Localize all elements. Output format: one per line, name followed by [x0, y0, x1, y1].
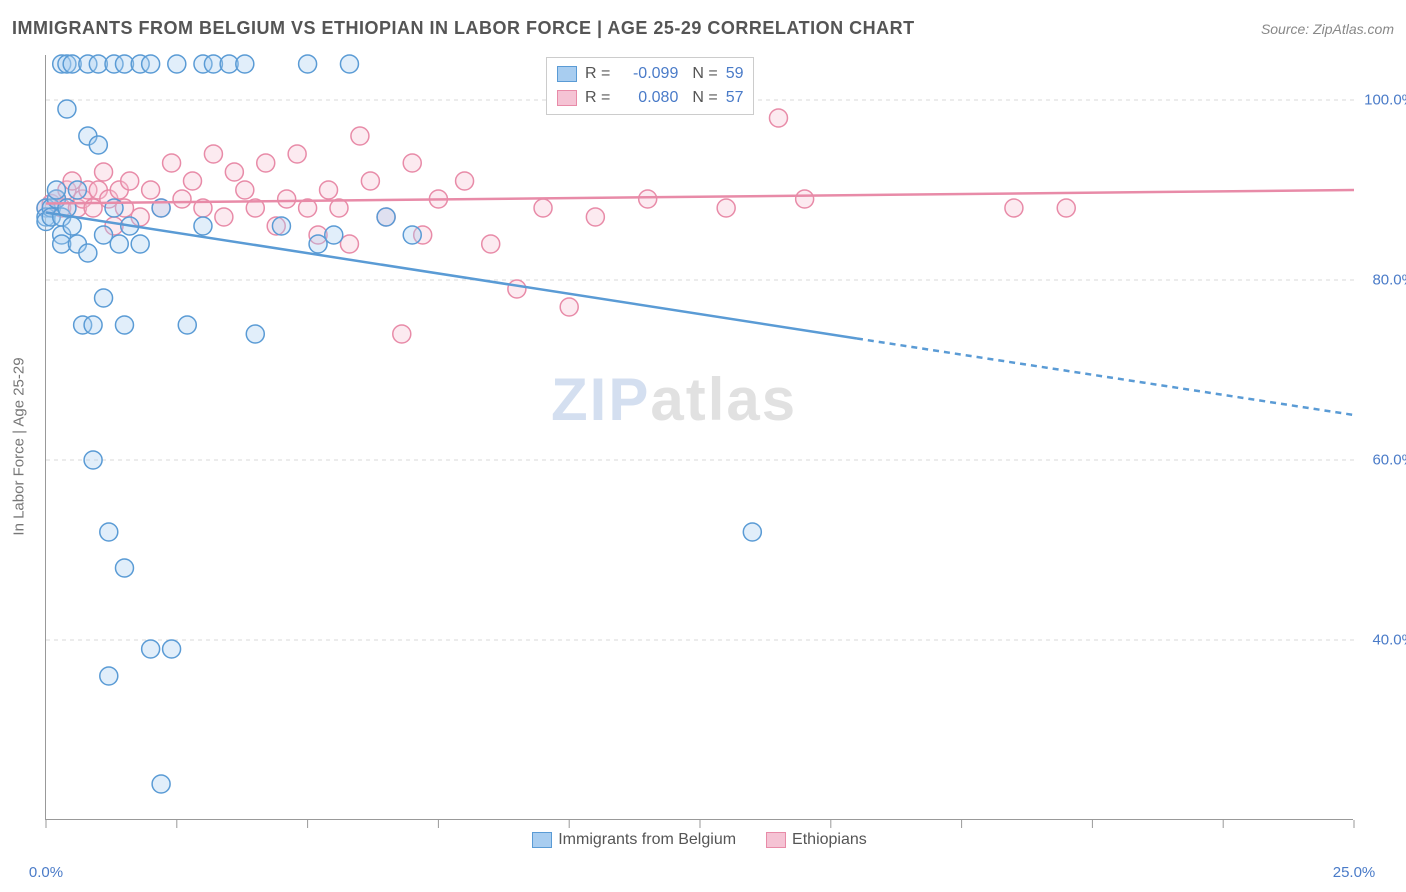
stats-legend: R = -0.099 N = 59 R = 0.080 N = 57: [546, 57, 754, 115]
legend-label-belgium: Immigrants from Belgium: [558, 831, 736, 849]
y-tick-label: 40.0%: [1355, 632, 1406, 649]
chart-title: IMMIGRANTS FROM BELGIUM VS ETHIOPIAN IN …: [12, 18, 915, 39]
ethiopians-point: [163, 154, 181, 172]
legend-item-ethiopians: Ethiopians: [766, 831, 867, 849]
belgium-point: [168, 55, 186, 73]
ethiopians-point: [173, 190, 191, 208]
x-tick-label: 0.0%: [29, 864, 63, 881]
header: IMMIGRANTS FROM BELGIUM VS ETHIOPIAN IN …: [12, 18, 1394, 39]
belgium-point: [100, 523, 118, 541]
y-axis-label-wrap: In Labor Force | Age 25-29: [4, 0, 34, 892]
source-attribution: Source: ZipAtlas.com: [1261, 21, 1394, 37]
r-label: R =: [585, 65, 610, 83]
ethiopians-point: [278, 190, 296, 208]
n-label: N =: [692, 65, 717, 83]
ethiopians-point: [1005, 199, 1023, 217]
series-legend: Immigrants from Belgium Ethiopians: [46, 831, 1353, 849]
belgium-point: [84, 451, 102, 469]
belgium-point: [89, 136, 107, 154]
ethiopians-point: [796, 190, 814, 208]
ethiopians-point: [560, 298, 578, 316]
belgium-point: [325, 226, 343, 244]
belgium-point: [236, 55, 254, 73]
n-value-belgium: 59: [726, 65, 744, 83]
ethiopians-point: [257, 154, 275, 172]
ethiopians-point: [351, 127, 369, 145]
ethiopians-point: [340, 235, 358, 253]
belgium-point: [58, 100, 76, 118]
belgium-point: [340, 55, 358, 73]
r-value-belgium: -0.099: [618, 65, 678, 83]
n-value-ethiopians: 57: [726, 89, 744, 107]
stats-row-ethiopians: R = 0.080 N = 57: [557, 86, 743, 110]
y-tick-label: 100.0%: [1355, 92, 1406, 109]
y-axis-label: In Labor Force | Age 25-29: [11, 357, 28, 535]
belgium-point: [84, 316, 102, 334]
legend-item-belgium: Immigrants from Belgium: [532, 831, 736, 849]
stats-row-belgium: R = -0.099 N = 59: [557, 62, 743, 86]
belgium-point: [95, 226, 113, 244]
ethiopians-point: [183, 172, 201, 190]
chart-svg: [46, 55, 1354, 820]
belgium-point: [178, 316, 196, 334]
ethiopians-point: [288, 145, 306, 163]
y-tick-label: 80.0%: [1355, 272, 1406, 289]
belgium-point: [68, 181, 86, 199]
belgium-point: [163, 640, 181, 658]
belgium-point: [194, 217, 212, 235]
legend-label-ethiopians: Ethiopians: [792, 831, 867, 849]
y-tick-label: 60.0%: [1355, 452, 1406, 469]
belgium-point: [272, 217, 290, 235]
swatch-belgium: [532, 832, 552, 848]
ethiopians-point: [236, 181, 254, 199]
belgium-point: [309, 235, 327, 253]
ethiopians-point: [225, 163, 243, 181]
belgium-point: [142, 55, 160, 73]
ethiopians-point: [361, 172, 379, 190]
belgium-point: [115, 559, 133, 577]
ethiopians-point: [508, 280, 526, 298]
ethiopians-point: [534, 199, 552, 217]
swatch-ethiopians: [557, 90, 577, 106]
ethiopians-point: [95, 163, 113, 181]
belgium-point: [110, 235, 128, 253]
belgium-point: [47, 181, 65, 199]
belgium-point: [152, 775, 170, 793]
r-value-ethiopians: 0.080: [618, 89, 678, 107]
r-label: R =: [585, 89, 610, 107]
ethiopians-point: [769, 109, 787, 127]
plot-area: ZIPatlas R = -0.099 N = 59 R = 0.080 N =…: [45, 55, 1353, 820]
ethiopians-point: [456, 172, 474, 190]
ethiopians-point: [717, 199, 735, 217]
n-label: N =: [692, 89, 717, 107]
ethiopians-point: [393, 325, 411, 343]
ethiopians-point: [482, 235, 500, 253]
ethiopians-point: [320, 181, 338, 199]
ethiopians-point: [586, 208, 604, 226]
belgium-point: [79, 244, 97, 262]
belgium-point: [115, 316, 133, 334]
belgium-point: [131, 235, 149, 253]
belgium-point: [142, 640, 160, 658]
ethiopians-point: [142, 181, 160, 199]
belgium-point: [246, 325, 264, 343]
belgium-point: [743, 523, 761, 541]
ethiopians-point: [1057, 199, 1075, 217]
belgium-point: [403, 226, 421, 244]
belgium-point: [299, 55, 317, 73]
chart-page: IMMIGRANTS FROM BELGIUM VS ETHIOPIAN IN …: [0, 0, 1406, 892]
swatch-belgium: [557, 66, 577, 82]
belgium-point: [95, 289, 113, 307]
ethiopians-point: [639, 190, 657, 208]
ethiopians-point: [403, 154, 421, 172]
x-tick-label: 25.0%: [1333, 864, 1376, 881]
belgium-point: [63, 217, 81, 235]
ethiopians-point: [215, 208, 233, 226]
ethiopians-point: [204, 145, 222, 163]
ethiopians-point: [121, 172, 139, 190]
belgium-point: [100, 667, 118, 685]
swatch-ethiopians: [766, 832, 786, 848]
belgium-point: [377, 208, 395, 226]
